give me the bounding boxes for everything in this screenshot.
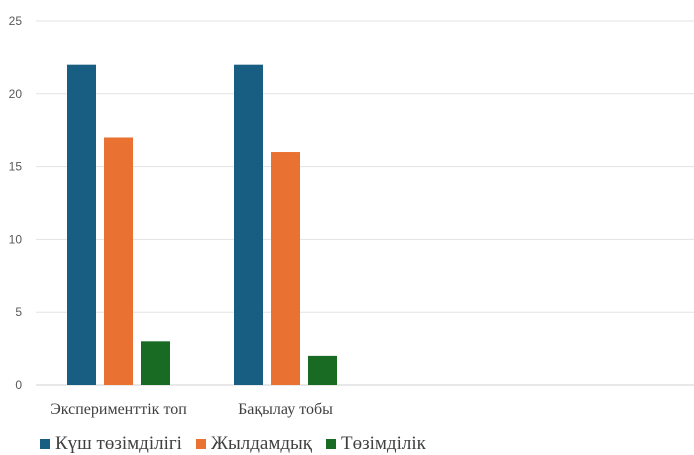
bar <box>141 341 170 385</box>
legend-item: Жылдамдық <box>195 433 313 455</box>
legend-swatch <box>326 439 337 449</box>
y-tick-label: 15 <box>9 160 23 174</box>
y-tick-label: 25 <box>9 14 23 28</box>
y-tick-label: 5 <box>15 305 22 319</box>
bar <box>67 64 96 386</box>
bars <box>67 64 337 386</box>
y-tick-label: 0 <box>15 378 22 392</box>
legend-label: Күш төзімділігі <box>55 433 182 454</box>
category-labels: Эксперименттік топ Бақылау тобы <box>50 401 333 418</box>
category-label: Эксперименттік топ <box>50 401 187 418</box>
legend-item: Күш төзімділігі <box>40 433 182 455</box>
bar <box>271 152 300 385</box>
legend: Күш төзімділігі Жылдамдық Төзімділік <box>40 433 440 455</box>
bar <box>104 137 133 385</box>
legend-item: Төзімділік <box>326 433 426 455</box>
legend-label: Төзімділік <box>341 433 426 454</box>
legend-label: Жылдамдық <box>210 433 313 454</box>
gridlines <box>36 20 694 386</box>
y-tick-label: 20 <box>9 87 23 101</box>
legend-swatch <box>40 439 50 449</box>
y-axis-ticks: 0 5 10 15 20 25 <box>9 14 23 392</box>
bar <box>234 64 263 386</box>
legend-swatch <box>195 439 206 449</box>
bar <box>308 355 337 385</box>
category-label: Бақылау тобы <box>238 401 333 418</box>
y-tick-label: 10 <box>9 232 23 246</box>
